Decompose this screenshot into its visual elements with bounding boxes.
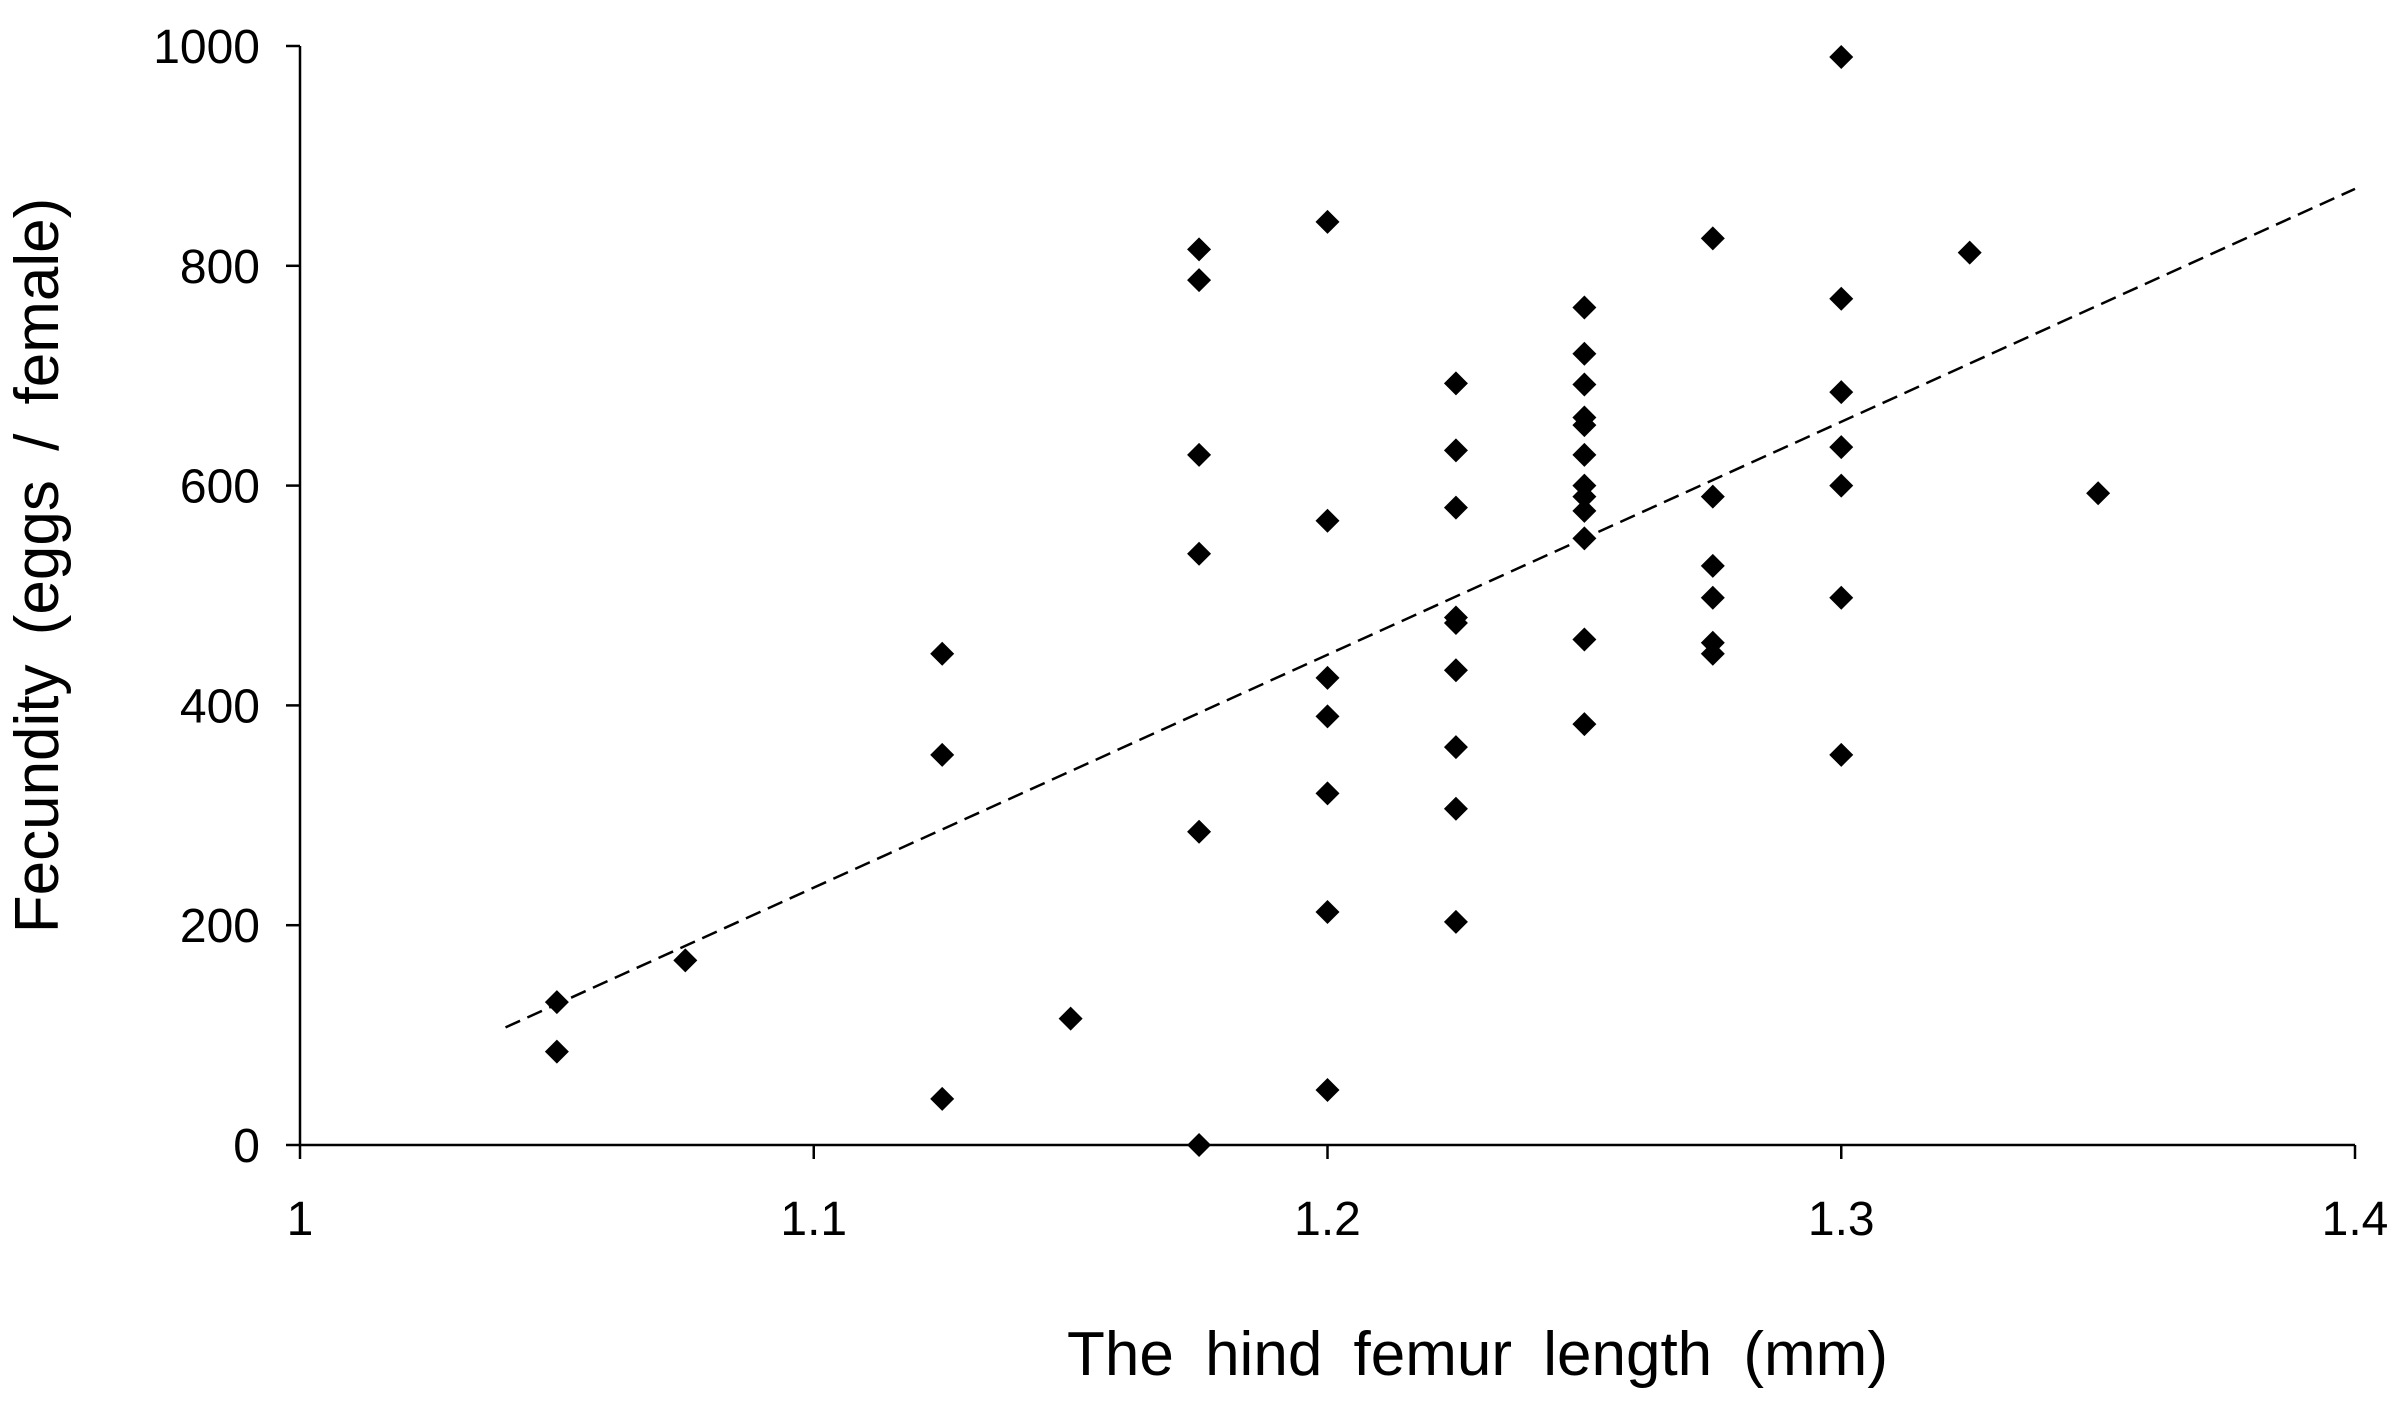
y-tick-label: 400 [180,680,260,733]
y-axis-title: Fecundity (eggs / female) [3,198,72,934]
data-point [1315,665,1340,690]
data-point [1957,240,1982,265]
data-point [1187,819,1212,844]
y-tick-label: 800 [180,241,260,294]
x-axis-title: The hind femur length (mm) [1067,1320,1888,1389]
y-tick-label: 1000 [153,21,260,74]
data-point [1700,484,1725,509]
data-point [1829,380,1854,405]
data-point [1829,435,1854,460]
y-axis: 0 200 400 600 800 1000 [153,21,302,1173]
data-point [1315,781,1340,806]
data-point [1572,413,1597,438]
data-point [1187,1133,1212,1157]
data-point [2086,481,2111,506]
data-point [1443,438,1468,463]
data-point [1187,237,1212,262]
data-point [673,948,698,973]
data-point [1572,341,1597,366]
data-point [930,742,955,767]
data-point [1443,658,1468,683]
data-point [1315,508,1340,533]
data-point [930,1086,955,1111]
y-tick-label: 600 [180,461,260,514]
data-point [1829,44,1854,69]
data-point [1829,742,1854,767]
x-tick-label: 1.2 [1294,1193,1361,1246]
data-point [930,641,955,666]
x-tick-label: 1.4 [2322,1193,2389,1246]
data-point [1572,295,1597,320]
data-point [1572,627,1597,652]
data-point [1443,735,1468,760]
data-point [1187,442,1212,467]
data-point [1700,226,1725,251]
data-point [1700,641,1725,666]
data-point [1187,268,1212,293]
data-point [1572,442,1597,467]
data-point [1315,1078,1340,1103]
trendline [504,187,2356,1029]
data-point [1315,704,1340,729]
data-point [1572,498,1597,523]
y-tick-label: 200 [180,900,260,953]
trendline-layer [504,187,2356,1029]
data-point [1187,541,1212,566]
data-point [1829,473,1854,498]
data-point [1443,909,1468,934]
x-tick-label: 1.3 [1808,1193,1875,1246]
y-tick-label: 0 [233,1120,260,1173]
x-tick-label: 1.1 [780,1193,847,1246]
data-point [1443,371,1468,396]
x-tick-label: 1 [287,1193,314,1246]
data-point [1315,900,1340,925]
x-axis: 1 1.1 1.2 1.3 1.4 [287,1143,2389,1246]
data-point [1572,526,1597,551]
data-point [1700,553,1725,578]
data-point [1829,585,1854,610]
data-points [544,44,2111,1157]
data-point [1572,372,1597,397]
data-point [1700,585,1725,610]
data-point [1829,286,1854,311]
data-point [1443,796,1468,821]
data-point [1315,209,1340,234]
data-point [1443,610,1468,635]
data-point [1443,495,1468,520]
data-point [544,1039,569,1064]
data-point [1572,712,1597,737]
data-point [544,990,569,1015]
data-point [1572,484,1597,509]
data-point [1058,1006,1083,1031]
